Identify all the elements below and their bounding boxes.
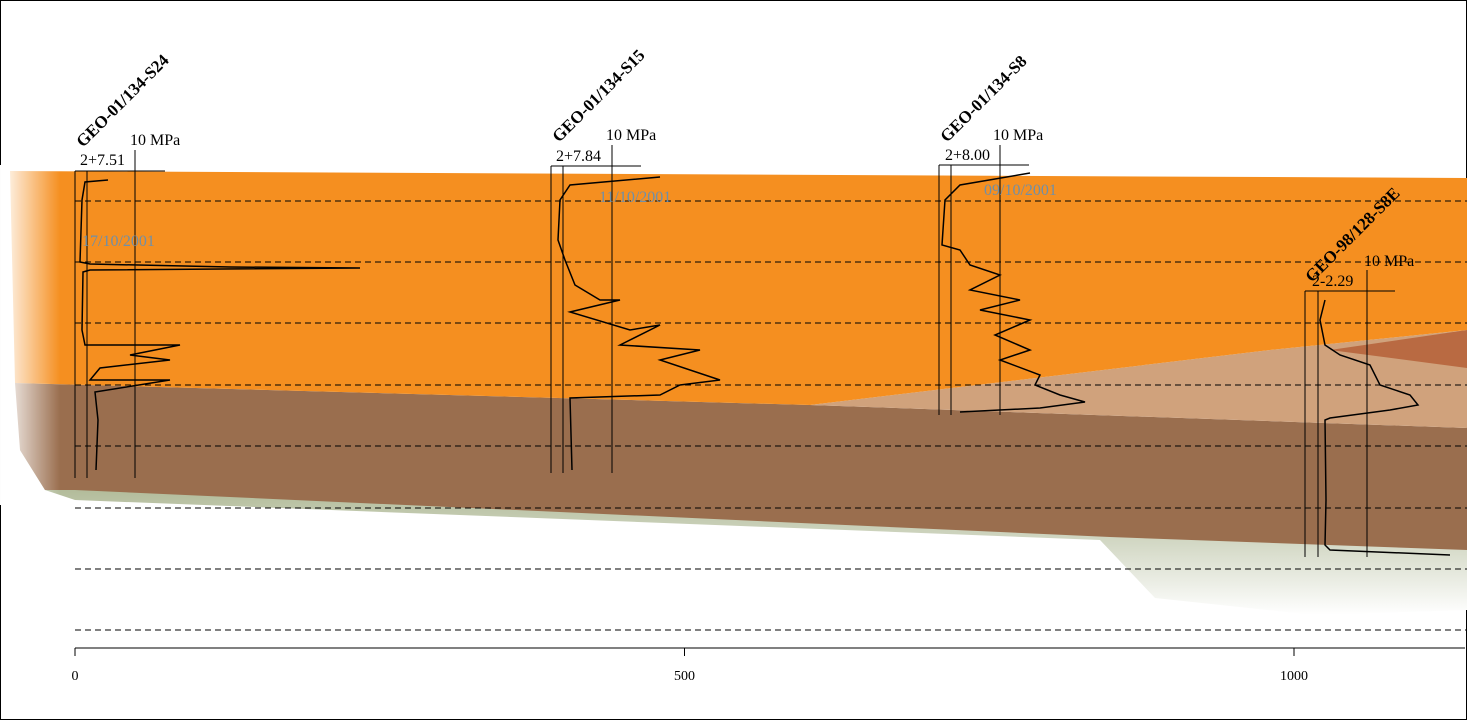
tick-label: 1000 bbox=[1280, 669, 1308, 684]
layers bbox=[0, 165, 1467, 615]
elevation: 2+7.51 bbox=[80, 152, 125, 169]
date: 11/10/2001 bbox=[599, 189, 671, 206]
elevation: 2-2.29 bbox=[1312, 273, 1353, 290]
elevation: 2+7.84 bbox=[556, 148, 601, 165]
tick-label: 0 bbox=[72, 669, 79, 684]
axis: 0 500 1000 bbox=[72, 648, 1309, 684]
scale: 10 MPa bbox=[606, 127, 656, 144]
fade bbox=[0, 165, 60, 505]
scale: 10 MPa bbox=[993, 127, 1043, 144]
elevation: 2+8.00 bbox=[945, 147, 990, 164]
scale: 10 MPa bbox=[130, 132, 180, 149]
cross-section: GEO-01/134-S24 2+7.51 10 MPa 17/10/2001 … bbox=[0, 0, 1467, 720]
tick-label: 500 bbox=[674, 669, 695, 684]
scale: 10 MPa bbox=[1364, 253, 1414, 270]
date: 09/10/2001 bbox=[984, 182, 1057, 199]
date: 17/10/2001 bbox=[82, 233, 155, 250]
